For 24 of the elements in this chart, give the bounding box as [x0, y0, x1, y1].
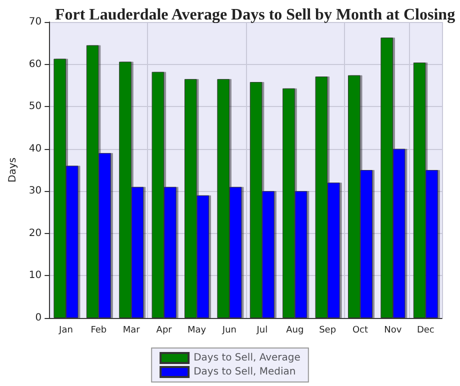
y-tick-label: 50	[28, 101, 42, 112]
y-tick-label: 60	[28, 58, 42, 70]
y-tick-label: 10	[28, 270, 42, 282]
x-tick-label: Feb	[90, 326, 107, 336]
legend-label: Days to Sell, Average	[194, 352, 300, 364]
x-tick-label: Nov	[384, 326, 402, 336]
x-tick-label: Apr	[156, 326, 172, 336]
chart-title: Fort Lauderdale Average Days to Sell by Month at Closing	[54, 6, 456, 24]
y-tick-label: 0	[35, 312, 42, 324]
x-tick-label: May	[187, 326, 207, 336]
y-tick-label: 40	[28, 143, 42, 154]
y-tick-label: 70	[28, 16, 42, 28]
y-tick-label: 30	[28, 186, 42, 197]
legend-label: Days to Sell, Median	[194, 366, 296, 378]
x-tick-label: Jul	[256, 326, 268, 336]
x-tick-label: Aug	[286, 326, 304, 336]
y-tick-label: 20	[28, 228, 42, 239]
x-tick-label: Jun	[221, 326, 236, 336]
x-tick-label: Sep	[319, 326, 336, 336]
y-axis-title: Days	[8, 158, 18, 182]
x-tick-label: Oct	[352, 326, 369, 336]
x-tick-label: Dec	[416, 326, 434, 336]
x-tick-label: Jan	[58, 326, 73, 336]
x-tick-label: Mar	[122, 326, 140, 336]
